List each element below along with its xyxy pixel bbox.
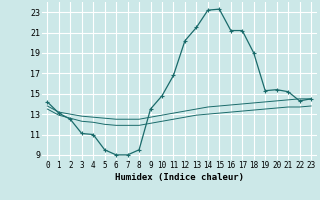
X-axis label: Humidex (Indice chaleur): Humidex (Indice chaleur) [115, 173, 244, 182]
